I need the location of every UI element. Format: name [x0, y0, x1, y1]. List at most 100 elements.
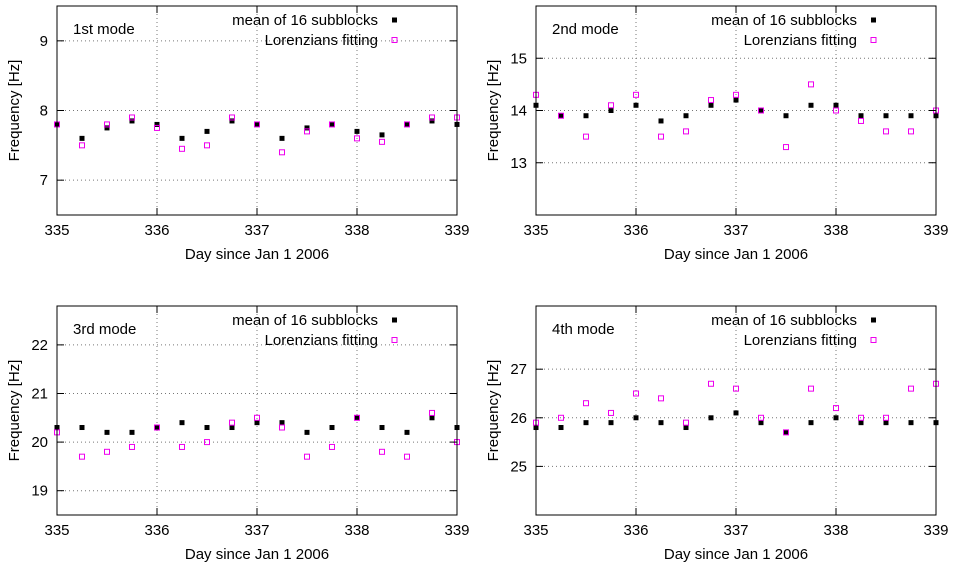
mean-data-point — [104, 429, 110, 435]
lorentz-data-point — [104, 448, 110, 455]
lorentz-data-point — [129, 114, 135, 121]
lorentz-data-point — [429, 114, 435, 121]
lorentz-data-point — [304, 453, 310, 460]
y-tick-label: 7 — [40, 172, 48, 189]
panel-title: 1st mode — [73, 21, 135, 38]
legend-label: Lorenzians fitting — [265, 332, 378, 349]
lorentz-data-point — [808, 81, 814, 88]
mean-data-point — [354, 128, 360, 134]
lorentz-data-point — [558, 414, 564, 421]
lorentz-data-point — [683, 128, 689, 135]
lorentz-data-point — [583, 133, 589, 140]
legend-label: mean of 16 subblocks — [232, 312, 378, 329]
legend-marker-lorentz — [391, 337, 398, 343]
legend-label: Lorenzians fitting — [744, 32, 857, 49]
lorentz-data-point — [179, 145, 185, 152]
lorentz-data-point — [858, 117, 864, 124]
x-tick-label: 337 — [723, 522, 748, 539]
lorentz-data-point — [633, 390, 639, 397]
mean-data-point — [883, 113, 889, 119]
lorentz-data-point — [883, 128, 889, 135]
y-tick-label: 9 — [40, 33, 48, 50]
x-axis-label: Day since Jan 1 2006 — [664, 546, 808, 563]
panel-title: 4th mode — [552, 321, 615, 338]
x-tick-label: 338 — [344, 522, 369, 539]
lorentz-data-point — [758, 414, 764, 421]
lorentz-data-point — [254, 414, 260, 421]
lorentz-data-point — [329, 443, 335, 450]
lorentz-data-point — [204, 142, 210, 149]
lorentz-data-point — [833, 405, 839, 412]
lorentz-data-point — [658, 133, 664, 140]
legend-marker-mean — [871, 317, 876, 323]
lorentz-data-point — [254, 121, 260, 128]
mean-data-point — [379, 132, 385, 138]
x-tick-label: 339 — [444, 522, 469, 539]
mean-data-point — [808, 420, 814, 426]
lorentz-data-point — [733, 91, 739, 98]
mean-data-point — [683, 425, 689, 431]
x-tick-label: 336 — [144, 222, 169, 239]
mean-data-point — [883, 420, 889, 426]
mean-data-point — [858, 420, 864, 426]
mean-data-point — [583, 420, 589, 426]
lorentz-data-point — [154, 424, 160, 431]
y-tick-label: 15 — [510, 50, 527, 67]
legend-label: Lorenzians fitting — [744, 332, 857, 349]
mean-data-point — [79, 135, 85, 141]
y-axis-label: Frequency [Hz] — [485, 360, 502, 462]
lorentz-data-point — [79, 453, 85, 460]
x-tick-label: 337 — [244, 222, 269, 239]
x-tick-label: 335 — [44, 522, 69, 539]
x-tick-label: 338 — [344, 222, 369, 239]
mean-data-point — [254, 420, 260, 426]
lorentz-data-point — [558, 112, 564, 119]
mean-data-point — [708, 102, 714, 108]
y-tick-label: 27 — [510, 361, 527, 378]
x-tick-label: 336 — [144, 522, 169, 539]
mean-data-point — [633, 415, 639, 421]
lorentz-data-point — [79, 142, 85, 149]
lorentz-data-point — [154, 124, 160, 131]
lorentz-data-point — [279, 424, 285, 431]
y-tick-label: 14 — [510, 103, 527, 120]
mean-data-point — [429, 118, 435, 124]
lorentz-data-point — [858, 414, 864, 421]
mean-data-point — [154, 121, 160, 127]
mean-data-point — [583, 113, 589, 119]
lorentz-data-point — [758, 107, 764, 114]
mean-data-point — [404, 121, 410, 127]
legend-marker-lorentz — [870, 337, 877, 343]
mean-data-point — [558, 425, 564, 431]
x-tick-label: 338 — [823, 222, 848, 239]
lorentz-data-point — [429, 409, 435, 416]
x-axis-label: Day since Jan 1 2006 — [185, 246, 329, 263]
lorentz-data-point — [883, 414, 889, 421]
mean-data-point — [204, 425, 210, 431]
x-tick-label: 335 — [523, 522, 548, 539]
mean-data-point — [758, 420, 764, 426]
mean-data-point — [658, 420, 664, 426]
mean-data-point — [633, 102, 639, 108]
legend-marker-lorentz — [391, 37, 398, 43]
mean-data-point — [304, 125, 310, 131]
lorentz-data-point — [783, 144, 789, 151]
legend-label: mean of 16 subblocks — [711, 312, 857, 329]
legend-marker-mean — [392, 317, 397, 323]
x-tick-label: 336 — [623, 522, 648, 539]
lorentz-data-point — [608, 409, 614, 416]
lorentz-data-point — [583, 400, 589, 407]
legend-marker-mean — [392, 17, 397, 23]
y-tick-label: 8 — [40, 103, 48, 120]
y-tick-label: 21 — [31, 385, 48, 402]
x-tick-label: 337 — [723, 222, 748, 239]
mean-data-point — [79, 425, 85, 431]
mean-data-point — [808, 102, 814, 108]
chart-panel-2nd-mode: 335 336 337 338 339 13 14 15 Day since Jan 1 200… — [485, 5, 949, 263]
x-axis-label: Day since Jan 1 2006 — [185, 546, 329, 563]
lorentz-data-point — [354, 414, 360, 421]
y-tick-label: 20 — [31, 434, 48, 451]
mean-data-point — [129, 118, 135, 124]
mean-data-point — [279, 135, 285, 141]
